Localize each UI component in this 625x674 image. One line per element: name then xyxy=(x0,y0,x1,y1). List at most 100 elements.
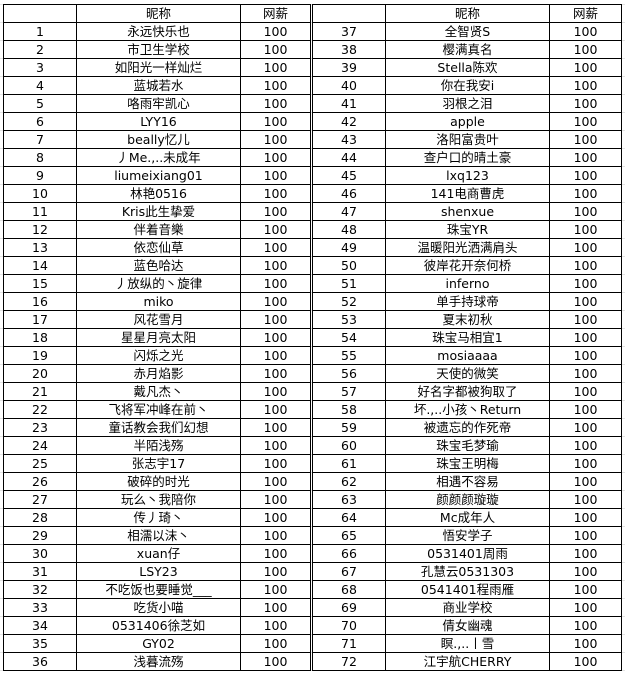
nickname-cell[interactable]: 风花雪月 xyxy=(76,310,241,329)
nickname-cell[interactable]: 江宇航CHERRY xyxy=(385,652,550,671)
row-index-cell[interactable]: 42 xyxy=(312,112,386,131)
row-index-cell[interactable]: 10 xyxy=(3,184,77,203)
salary-cell[interactable]: 100 xyxy=(240,310,311,329)
nickname-cell[interactable]: 珠宝马相宜1 xyxy=(385,328,550,347)
salary-cell[interactable]: 100 xyxy=(549,94,622,113)
header-index[interactable] xyxy=(312,4,386,23)
salary-cell[interactable]: 100 xyxy=(549,148,622,167)
row-index-cell[interactable]: 58 xyxy=(312,400,386,419)
nickname-cell[interactable]: 伴着音樂 xyxy=(76,220,241,239)
salary-cell[interactable]: 100 xyxy=(240,130,311,149)
salary-cell[interactable]: 100 xyxy=(549,310,622,329)
nickname-cell[interactable]: GY02 xyxy=(76,634,241,653)
nickname-cell[interactable]: LSY23 xyxy=(76,562,241,581)
row-index-cell[interactable]: 22 xyxy=(3,400,77,419)
salary-cell[interactable]: 100 xyxy=(240,112,311,131)
row-index-cell[interactable]: 48 xyxy=(312,220,386,239)
salary-cell[interactable]: 100 xyxy=(240,382,311,401)
nickname-cell[interactable]: 好名字都被狗取了 xyxy=(385,382,550,401)
row-index-cell[interactable]: 7 xyxy=(3,130,77,149)
salary-cell[interactable]: 100 xyxy=(549,544,622,563)
salary-cell[interactable]: 100 xyxy=(549,382,622,401)
nickname-cell[interactable]: Kris此生挚爱 xyxy=(76,202,241,221)
row-index-cell[interactable]: 8 xyxy=(3,148,77,167)
nickname-cell[interactable]: 星星月亮太阳 xyxy=(76,328,241,347)
nickname-cell[interactable]: 蓝色哈达 xyxy=(76,256,241,275)
nickname-cell[interactable]: 温暖阳光洒满肩头 xyxy=(385,238,550,257)
row-index-cell[interactable]: 2 xyxy=(3,40,77,59)
row-index-cell[interactable]: 55 xyxy=(312,346,386,365)
row-index-cell[interactable]: 24 xyxy=(3,436,77,455)
salary-cell[interactable]: 100 xyxy=(549,598,622,617)
nickname-cell[interactable]: 被遗忘的作死帝 xyxy=(385,418,550,437)
salary-cell[interactable]: 100 xyxy=(549,202,622,221)
nickname-cell[interactable]: 永远快乐也 xyxy=(76,22,241,41)
row-index-cell[interactable]: 14 xyxy=(3,256,77,275)
row-index-cell[interactable]: 17 xyxy=(3,310,77,329)
salary-cell[interactable]: 100 xyxy=(549,238,622,257)
header-index[interactable] xyxy=(3,4,77,23)
salary-cell[interactable]: 100 xyxy=(549,58,622,77)
salary-cell[interactable]: 100 xyxy=(240,580,311,599)
nickname-cell[interactable]: Mc成年人 xyxy=(385,508,550,527)
row-index-cell[interactable]: 43 xyxy=(312,130,386,149)
nickname-cell[interactable]: 破碎的时光 xyxy=(76,472,241,491)
salary-cell[interactable]: 100 xyxy=(549,220,622,239)
nickname-cell[interactable]: 全智贤S xyxy=(385,22,550,41)
row-index-cell[interactable]: 59 xyxy=(312,418,386,437)
row-index-cell[interactable]: 15 xyxy=(3,274,77,293)
header-name[interactable]: 昵称 xyxy=(385,4,550,23)
row-index-cell[interactable]: 56 xyxy=(312,364,386,383)
row-index-cell[interactable]: 40 xyxy=(312,76,386,95)
row-index-cell[interactable]: 38 xyxy=(312,40,386,59)
row-index-cell[interactable]: 60 xyxy=(312,436,386,455)
salary-cell[interactable]: 100 xyxy=(240,148,311,167)
row-index-cell[interactable]: 69 xyxy=(312,598,386,617)
nickname-cell[interactable]: 瞑.,..丨雪 xyxy=(385,634,550,653)
salary-cell[interactable]: 100 xyxy=(549,562,622,581)
nickname-cell[interactable]: 你在我安i xyxy=(385,76,550,95)
nickname-cell[interactable]: Stella陈欢 xyxy=(385,58,550,77)
nickname-cell[interactable]: lxq123 xyxy=(385,166,550,185)
salary-cell[interactable]: 100 xyxy=(549,508,622,527)
salary-cell[interactable]: 100 xyxy=(240,562,311,581)
nickname-cell[interactable]: 天使的微笑 xyxy=(385,364,550,383)
nickname-cell[interactable]: 相遇不容易 xyxy=(385,472,550,491)
salary-cell[interactable]: 100 xyxy=(240,652,311,671)
salary-cell[interactable]: 100 xyxy=(240,40,311,59)
row-index-cell[interactable]: 39 xyxy=(312,58,386,77)
row-index-cell[interactable]: 20 xyxy=(3,364,77,383)
row-index-cell[interactable]: 72 xyxy=(312,652,386,671)
salary-cell[interactable]: 100 xyxy=(549,166,622,185)
nickname-cell[interactable]: 传丿琦丶 xyxy=(76,508,241,527)
nickname-cell[interactable]: 依恋仙草 xyxy=(76,238,241,257)
row-index-cell[interactable]: 63 xyxy=(312,490,386,509)
row-index-cell[interactable]: 37 xyxy=(312,22,386,41)
salary-cell[interactable]: 100 xyxy=(549,652,622,671)
salary-cell[interactable]: 100 xyxy=(549,436,622,455)
row-index-cell[interactable]: 27 xyxy=(3,490,77,509)
salary-cell[interactable]: 100 xyxy=(240,22,311,41)
salary-cell[interactable]: 100 xyxy=(549,454,622,473)
row-index-cell[interactable]: 70 xyxy=(312,616,386,635)
salary-cell[interactable]: 100 xyxy=(240,418,311,437)
row-index-cell[interactable]: 25 xyxy=(3,454,77,473)
row-index-cell[interactable]: 6 xyxy=(3,112,77,131)
nickname-cell[interactable]: liumeixiang01 xyxy=(76,166,241,185)
salary-cell[interactable]: 100 xyxy=(549,526,622,545)
salary-cell[interactable]: 100 xyxy=(240,328,311,347)
row-index-cell[interactable]: 62 xyxy=(312,472,386,491)
salary-cell[interactable]: 100 xyxy=(240,58,311,77)
nickname-cell[interactable]: 单手持球帝 xyxy=(385,292,550,311)
row-index-cell[interactable]: 16 xyxy=(3,292,77,311)
salary-cell[interactable]: 100 xyxy=(549,328,622,347)
nickname-cell[interactable]: 咯雨牢凯心 xyxy=(76,94,241,113)
salary-cell[interactable]: 100 xyxy=(240,202,311,221)
nickname-cell[interactable]: 市卫生学校 xyxy=(76,40,241,59)
row-index-cell[interactable]: 29 xyxy=(3,526,77,545)
row-index-cell[interactable]: 64 xyxy=(312,508,386,527)
row-index-cell[interactable]: 3 xyxy=(3,58,77,77)
salary-cell[interactable]: 100 xyxy=(240,526,311,545)
nickname-cell[interactable]: mosiaaaa xyxy=(385,346,550,365)
row-index-cell[interactable]: 13 xyxy=(3,238,77,257)
